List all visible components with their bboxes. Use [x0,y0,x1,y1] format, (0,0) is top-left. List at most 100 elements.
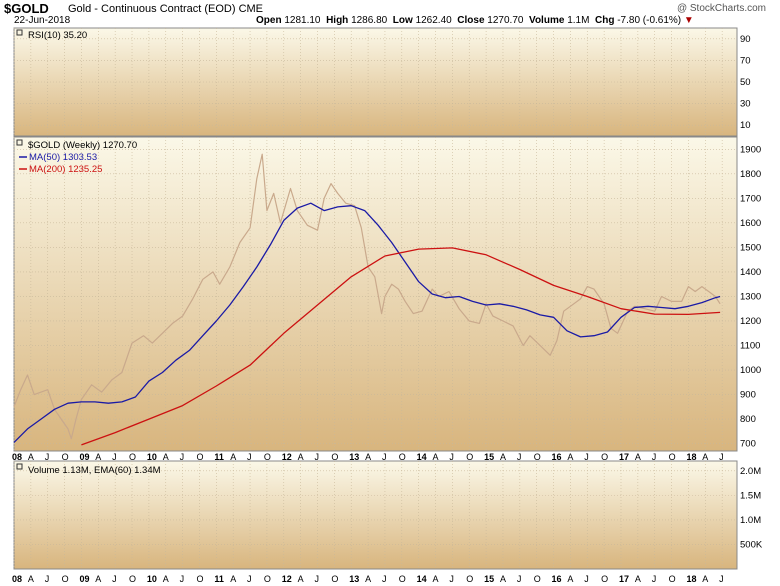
volume-y-tick: 1.5M [740,490,761,501]
x-month-label: O [196,574,203,584]
x-month-label: J [517,452,522,462]
price-y-tick: 1800 [740,169,761,180]
price-y-tick: 900 [740,390,756,401]
x-month-label: J [719,574,724,584]
volume-y-tick: 500K [740,539,763,550]
x-year-label: 08 [12,574,22,584]
x-month-label: A [500,452,506,462]
x-month-label: J [247,452,252,462]
x-year-label: 14 [417,574,427,584]
rsi-legend-text: RSI(10) 35.20 [28,30,87,41]
x-year-label: 10 [147,574,157,584]
x-month-label: A [28,452,34,462]
x-month-label: J [584,574,589,584]
rsi-y-tick: 10 [740,120,751,131]
rsi-legend: RSI(10) 35.20 [16,29,87,41]
x-year-label: 12 [282,574,292,584]
ohlc-summary: Open 1281.10 High 1286.80 Low 1262.40 Cl… [256,15,694,26]
x-year-label: 16 [552,574,562,584]
x-month-label: J [112,574,117,584]
rsi-y-tick: 70 [740,55,751,66]
x-month-label: J [180,452,185,462]
x-month-label: O [601,574,608,584]
rsi-y-tick: 90 [740,34,751,45]
price-panel [13,136,738,452]
x-month-label: O [264,574,271,584]
x-year-label: 13 [349,452,359,462]
price-y-tick: 1400 [740,267,761,278]
x-month-label: A [567,452,573,462]
price-y-tick: 1200 [740,316,761,327]
x-month-label: A [702,452,708,462]
x-year-label: 16 [552,452,562,462]
x-month-label: J [314,574,319,584]
x-month-label: O [399,574,406,584]
down-arrow-icon: ▼ [683,15,694,26]
ma50-legend-text: MA(50) 1303.53 [29,152,97,163]
x-month-label: J [314,452,319,462]
x-month-label: O [466,452,473,462]
price-legend-text: $GOLD (Weekly) 1270.70 [28,140,137,151]
collapse-icon [16,139,23,146]
x-month-label: O [264,452,271,462]
x-month-label: J [382,574,387,584]
x-year-label: 18 [686,574,696,584]
x-year-label: 13 [349,574,359,584]
x-month-label: O [62,452,69,462]
ma50-line [13,202,721,443]
x-month-label: A [298,452,304,462]
x-year-label: 09 [79,574,89,584]
x-month-label: A [95,452,101,462]
symbol-description: Gold - Continuous Contract (EOD) CME [68,3,264,15]
x-year-label: 15 [484,574,494,584]
x-month-label: J [652,452,657,462]
x-month-label: J [180,574,185,584]
x-year-label: 11 [214,574,224,584]
x-month-label: A [95,574,101,584]
x-month-label: A [500,574,506,584]
x-month-label: J [584,452,589,462]
x-month-label: O [534,452,541,462]
x-month-label: O [669,574,676,584]
x-month-label: J [45,574,50,584]
x-month-label: O [601,452,608,462]
x-month-label: J [382,452,387,462]
x-month-label: J [719,452,724,462]
x-month-label: A [365,574,371,584]
x-month-label: A [433,452,439,462]
x-month-label: J [449,574,454,584]
price-y-tick: 1100 [740,341,760,352]
price-y-tick: 1700 [740,193,761,204]
volume-y-tick: 1.0M [740,515,761,526]
price-y-tick: 1300 [740,291,761,302]
x-year-label: 09 [79,452,89,462]
x-month-label: O [466,574,473,584]
x-month-label: A [433,574,439,584]
x-month-label: A [28,574,34,584]
ma200-legend-text: MA(200) 1235.25 [29,164,102,175]
x-month-label: A [567,574,573,584]
x-year-label: 15 [484,452,494,462]
x-month-label: A [163,574,169,584]
stockcharts-watermark: @ StockCharts.com [676,3,766,14]
x-month-label: O [129,574,136,584]
gold-price-series [13,153,721,440]
volume-legend-text: Volume 1.13M, EMA(60) 1.34M [28,465,161,476]
collapse-icon [16,463,23,470]
x-month-label: J [45,452,50,462]
price-y-tick: 1600 [740,218,761,229]
x-month-label: A [163,452,169,462]
rsi-panel [13,27,738,137]
x-month-label: O [399,452,406,462]
price-y-tick: 1000 [740,365,761,376]
x-month-label: O [669,452,676,462]
price-y-tick: 1500 [740,242,761,253]
x-month-label: A [230,574,236,584]
x-month-label: O [196,452,203,462]
chart-date: 22-Jun-2018 [14,15,71,26]
x-month-label: A [365,452,371,462]
x-year-label: 08 [12,452,22,462]
x-year-label: 17 [619,574,629,584]
x-month-label: J [247,574,252,584]
